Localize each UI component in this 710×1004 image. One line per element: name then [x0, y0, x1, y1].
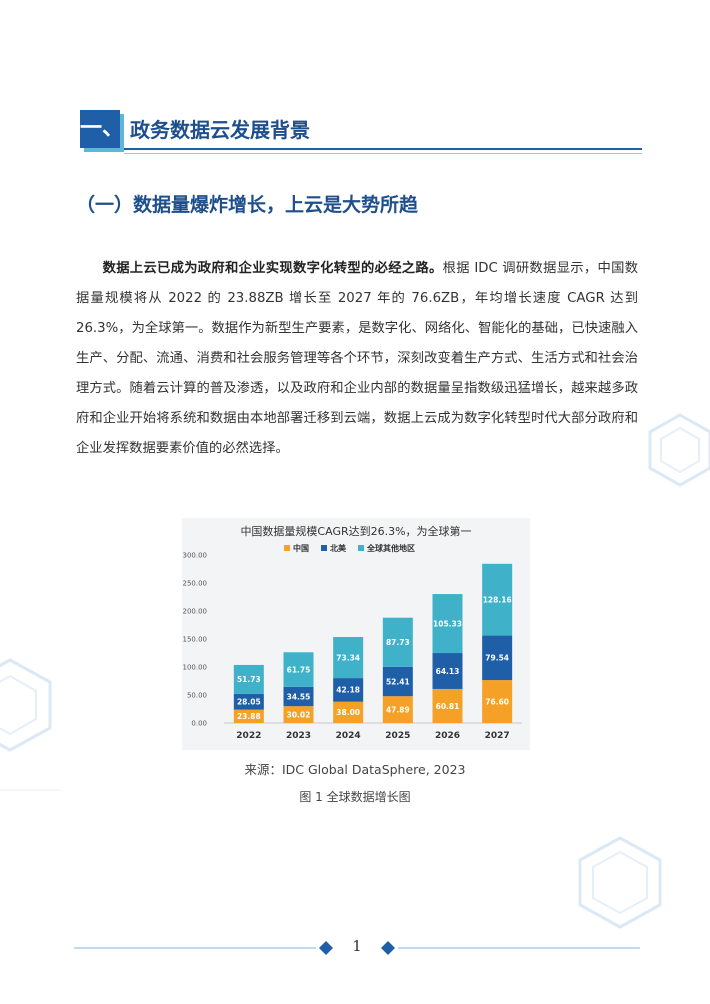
x-tick-label: 2022	[236, 731, 261, 741]
bar-2027-2	[482, 563, 513, 636]
figure-caption: 图 1 全球数据增长图	[299, 790, 411, 804]
y-tick-label: 150.00	[183, 636, 208, 644]
x-tick-label: 2027	[485, 731, 510, 741]
bar-2027-1	[482, 635, 513, 681]
bar-value-label: 105.33	[433, 619, 462, 628]
body-rest: 根据 IDC 调研数据显示，中国数据量规模将从 2022 的 23.88ZB 增…	[76, 261, 638, 456]
bar-value-label: 60.81	[436, 702, 460, 711]
subsection-title: （一）数据量爆炸增长，上云是大势所趋	[76, 194, 419, 216]
chart-container: 中国数据量规模CAGR达到26.3%，为全球第一中国 北美 全球其他地区 0.00 50…	[182, 518, 530, 750]
bar-2027-0	[482, 680, 513, 723]
legend-swatch-1	[321, 545, 327, 551]
section-number: 一、	[80, 110, 124, 148]
bar-value-label: 79.54	[485, 654, 509, 663]
bar-value-label: 51.73	[237, 675, 261, 684]
bar-2022-0	[233, 709, 264, 723]
body-paragraph: 数据上云已成为政府和企业实现数字化转型的必经之路。根据 IDC 调研数据显示，中…	[76, 254, 638, 464]
hexagon-decoration-right	[648, 413, 710, 487]
section-heading: 一、 政务数据云发展背景	[80, 110, 642, 154]
body-lead: 数据上云已成为政府和企业实现数字化转型的必经之路。	[102, 261, 443, 276]
bar-2026-0	[432, 688, 463, 723]
y-tick-label: 250.00	[183, 580, 208, 588]
hexagon-decoration-left	[0, 658, 60, 791]
bar-2026-2	[432, 594, 463, 654]
bar-value-label: 47.89	[386, 705, 410, 714]
legend-label-0: 中国	[293, 543, 309, 553]
bar-2025-0	[382, 696, 413, 723]
x-tick-label: 2023	[286, 731, 311, 741]
legend-swatch-0	[284, 545, 290, 551]
bar-2023-1	[283, 686, 314, 707]
y-tick-label: 100.00	[183, 664, 208, 672]
bar-value-label: 30.02	[287, 710, 311, 719]
bar-2024-1	[333, 678, 364, 702]
x-tick-label: 2024	[336, 731, 361, 741]
footer-rule	[74, 941, 640, 955]
bar-value-label: 76.60	[485, 697, 509, 706]
legend-label-1: 北美	[330, 543, 347, 553]
section-rule	[124, 148, 642, 150]
bar-value-label: 42.18	[336, 686, 360, 695]
bar-2023-0	[283, 706, 314, 723]
bar-2022-1	[233, 693, 264, 710]
bar-value-label: 64.13	[436, 667, 460, 676]
section-title: 政务数据云发展背景	[130, 118, 310, 142]
bar-2024-0	[333, 701, 364, 723]
page-number: 1	[352, 937, 362, 955]
bar-value-label: 128.16	[483, 595, 512, 604]
y-tick-label: 50.00	[187, 692, 207, 700]
bar-value-label: 73.34	[336, 653, 360, 662]
bar-value-label: 38.00	[336, 708, 360, 717]
bar-2025-1	[382, 666, 413, 697]
page-footer: 1	[74, 936, 640, 960]
bar-value-label: 52.41	[386, 677, 410, 686]
legend-swatch-2	[358, 545, 364, 551]
figure-source: 来源：IDC Global DataSphere, 2023	[244, 762, 466, 777]
bar-value-label: 34.55	[287, 692, 311, 701]
bar-value-label: 23.88	[237, 712, 261, 721]
x-tick-label: 2026	[435, 731, 460, 741]
bar-2023-2	[283, 652, 314, 687]
bar-value-label: 87.73	[386, 638, 410, 647]
x-tick-label: 2025	[385, 731, 410, 741]
y-tick-label: 0.00	[191, 720, 207, 728]
bar-value-label: 61.75	[287, 665, 311, 674]
bar-2026-1	[432, 653, 463, 689]
bar-value-label: 28.05	[237, 698, 261, 707]
legend-label-2: 全球其他地区	[366, 543, 415, 553]
chart-title: 中国数据量规模CAGR达到26.3%，为全球第一	[240, 524, 471, 538]
hexagon-decoration-bottom-right	[578, 836, 662, 929]
bar-2024-2	[333, 637, 364, 679]
y-tick-label: 300.00	[183, 552, 208, 560]
y-tick-label: 200.00	[183, 608, 208, 616]
section-rule-thin	[124, 153, 642, 154]
bar-2022-2	[233, 664, 264, 694]
bar-2025-2	[382, 617, 413, 667]
